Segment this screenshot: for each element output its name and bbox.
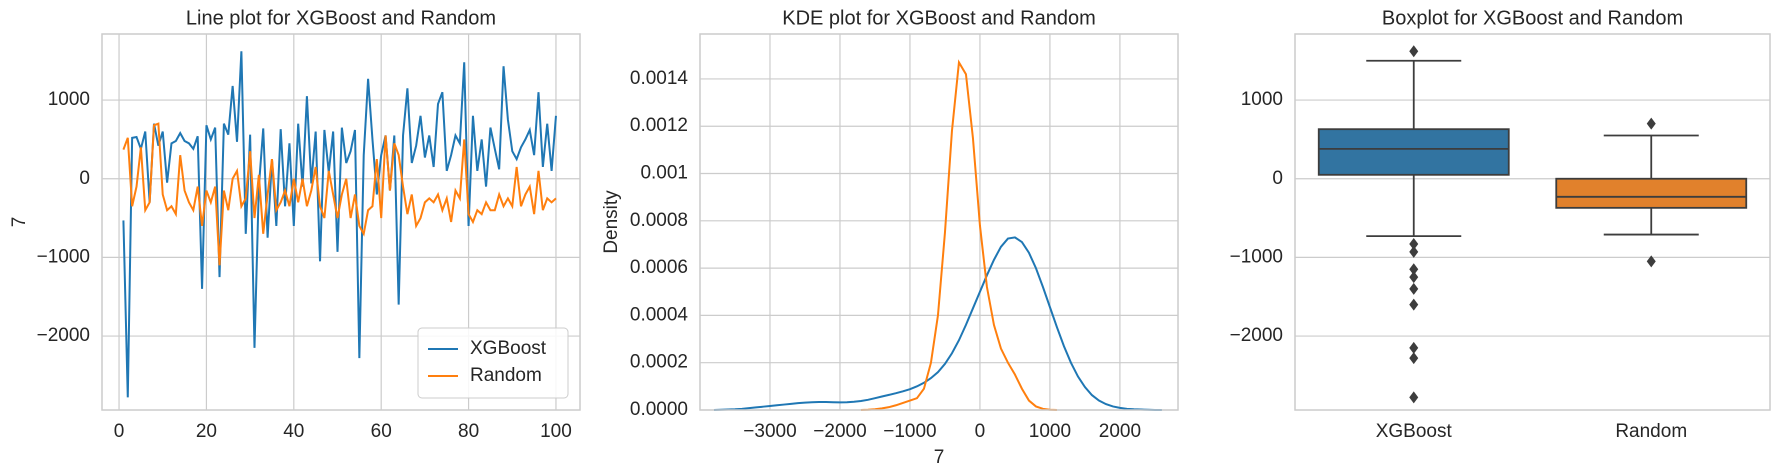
x-tick-label: 0: [114, 421, 125, 442]
y-axis-label: Density: [601, 190, 622, 254]
panel-title: Line plot for XGBoost and Random: [186, 7, 496, 29]
box: [1317, 128, 1510, 176]
y-tick-label: 0.0012: [630, 115, 688, 136]
axes-frame: [101, 33, 581, 411]
panel-title: Boxplot for XGBoost and Random: [1382, 7, 1683, 29]
y-tick-label: −1000: [1230, 246, 1283, 267]
x-tick-label: 20: [196, 421, 217, 442]
y-tick-label: 1000: [1241, 89, 1283, 110]
y-tick-label: 0.001: [640, 163, 688, 184]
outlier: [1409, 271, 1419, 284]
x-tick-label: −1000: [883, 421, 936, 442]
x-tick-label: 0: [975, 421, 986, 442]
axes-frame: [699, 33, 1179, 411]
legend-label: Random: [470, 365, 542, 386]
x-tick-label: XGBoost: [1376, 421, 1453, 442]
outlier: [1409, 341, 1419, 354]
y-tick-label: 0.0008: [630, 210, 688, 231]
legend-frame: [417, 327, 569, 399]
outlier: [1409, 263, 1419, 276]
y-tick-label: −1000: [37, 246, 90, 267]
x-tick-label: −3000: [743, 421, 796, 442]
y-tick-label: 0: [79, 168, 90, 189]
y-tick-label: 1000: [48, 89, 90, 110]
legend-label: XGBoost: [470, 338, 547, 359]
outlier: [1409, 391, 1419, 404]
y-tick-label: 0.0004: [630, 304, 689, 325]
outlier: [1409, 282, 1419, 295]
x-tick-label: 100: [540, 421, 572, 442]
series-line: [122, 51, 557, 398]
series-line: [122, 122, 557, 266]
outlier: [1646, 117, 1656, 130]
x-tick-label: 40: [283, 421, 304, 442]
y-tick-label: 0: [1272, 168, 1283, 189]
x-tick-label: 1000: [1029, 421, 1071, 442]
x-tick-label: Random: [1615, 421, 1687, 442]
x-tick-label: 80: [458, 421, 479, 442]
axes-frame: [1294, 33, 1771, 411]
outlier: [1409, 45, 1419, 58]
x-tick-label: −2000: [813, 421, 866, 442]
y-tick-label: −2000: [1230, 325, 1283, 346]
y-tick-label: 0.0006: [630, 257, 688, 278]
y-tick-label: 0.0000: [630, 399, 688, 420]
series-line: [860, 59, 1057, 411]
legend: XGBoost Random: [417, 327, 569, 399]
outlier: [1409, 298, 1419, 311]
x-tick-label: 2000: [1099, 421, 1141, 442]
y-tick-label: 0.0014: [630, 68, 689, 89]
x-axis-label: 7: [934, 447, 945, 468]
series-line: [713, 236, 1162, 411]
panel-title: KDE plot for XGBoost and Random: [782, 7, 1096, 29]
y-tick-label: 0.0002: [630, 352, 688, 373]
outlier: [1646, 255, 1656, 268]
x-tick-label: 60: [371, 421, 392, 442]
y-axis-label: 7: [9, 217, 30, 228]
outlier: [1409, 352, 1419, 365]
box: [1555, 177, 1748, 209]
outlier: [1409, 238, 1419, 251]
y-tick-label: −2000: [37, 325, 90, 346]
outlier: [1409, 245, 1419, 258]
